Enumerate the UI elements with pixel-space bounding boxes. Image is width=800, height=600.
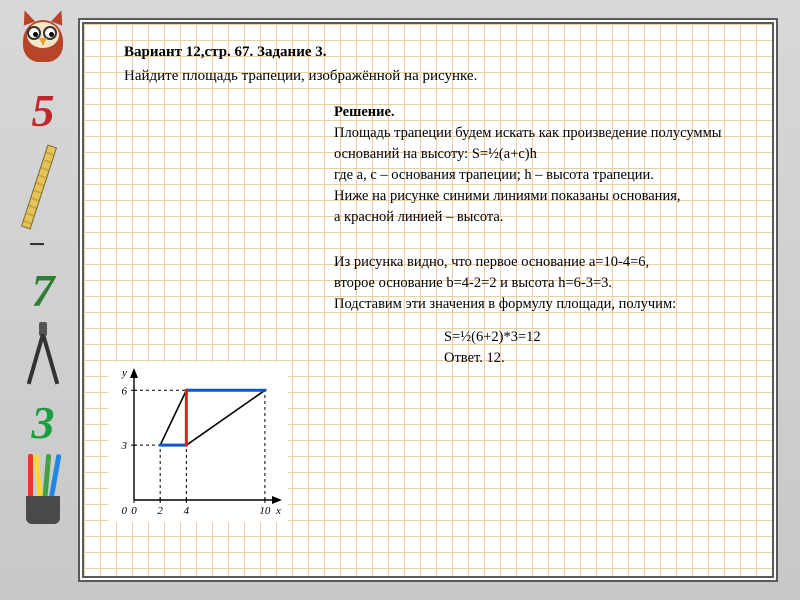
svg-text:2: 2: [157, 505, 163, 517]
solution-block: Решение. Площадь трапеции будем искать к…: [334, 102, 754, 228]
ruler-icon: [21, 145, 57, 230]
decor-number-7: 7: [32, 268, 55, 314]
page-frame: Вариант 12,стр. 67. Задание 3. Найдите п…: [78, 18, 778, 582]
svg-text:0: 0: [122, 505, 128, 517]
decor-number-3: 3: [32, 400, 55, 446]
page-title: Вариант 12,стр. 67. Задание 3.: [124, 42, 746, 64]
answer-final: Ответ. 12.: [444, 348, 746, 369]
svg-text:x: x: [275, 505, 281, 517]
mid-p3: Подставим эти значения в формулу площади…: [334, 294, 764, 315]
mid-p1: Из рисунка видно, что первое основание a…: [334, 252, 764, 273]
compass-icon: [29, 322, 57, 392]
svg-text:y: y: [121, 367, 127, 379]
svg-text:10: 10: [259, 505, 271, 517]
answer-formula: S=½(6+2)*3=12: [444, 327, 746, 348]
owl-icon: [13, 12, 73, 72]
svg-text:6: 6: [122, 385, 128, 397]
mid-block: Из рисунка видно, что первое основание a…: [334, 252, 764, 315]
solution-p4: а красной линией – высота.: [334, 207, 754, 228]
pencil-cup-icon: [18, 454, 68, 524]
svg-text:4: 4: [184, 505, 190, 517]
decor-minus: −: [28, 228, 45, 262]
mid-p2: второе основание b=4-2=2 и высота h=6-3=…: [334, 273, 764, 294]
decor-number-5: 5: [32, 88, 55, 134]
content-area: Вариант 12,стр. 67. Задание 3. Найдите п…: [84, 24, 772, 576]
solution-label: Решение.: [334, 102, 754, 123]
trapezoid-chart: 0 2 4 10 3 6 0 y x: [108, 362, 288, 522]
solution-p1: Площадь трапеции будем искать как произв…: [334, 123, 754, 165]
svg-text:0: 0: [131, 505, 137, 517]
svg-text:3: 3: [121, 440, 128, 452]
answer-block: S=½(6+2)*3=12 Ответ. 12.: [444, 327, 746, 369]
solution-p2: где a, c – основания трапеции; h – высот…: [334, 165, 754, 186]
solution-p3: Ниже на рисунке синими линиями показаны …: [334, 186, 754, 207]
decor-column: 5 − 7 3: [8, 12, 78, 588]
page-subtitle: Найдите площадь трапеции, изображённой н…: [124, 66, 746, 88]
